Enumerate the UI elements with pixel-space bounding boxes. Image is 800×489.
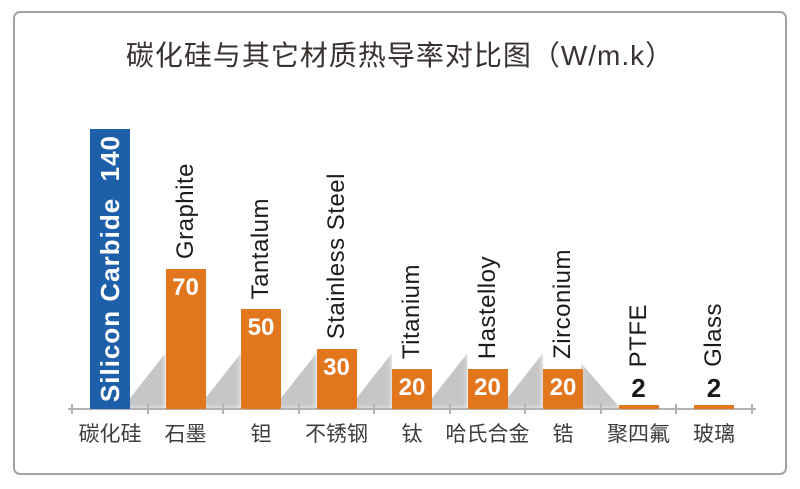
x-axis-label: 碳化硅 <box>78 423 142 446</box>
x-axis-label: 锆 <box>552 423 574 446</box>
bar-label-en: Hastelloy <box>473 255 501 359</box>
chart-title: 碳化硅与其它材质热导率对比图（W/m.k） <box>125 40 675 71</box>
bar-label-en: Titanium <box>398 263 425 359</box>
bar-value: 2 <box>631 373 646 403</box>
bar-stainless-steel <box>316 349 357 409</box>
axis-tick <box>297 404 300 414</box>
bar-value: 70 <box>172 274 199 301</box>
bar-label-en: Graphite <box>171 162 199 259</box>
bar-value: 2 <box>706 373 722 403</box>
axis-tick <box>448 404 451 414</box>
axis-tick <box>71 404 74 414</box>
bar-silicon-carbide: Silicon Carbide 140 <box>90 129 130 409</box>
x-axis-label: 哈氏合金 <box>445 423 530 446</box>
bar-graphite <box>165 269 206 409</box>
bar-label-en: Stainless Steel <box>322 172 350 339</box>
x-axis-line <box>68 408 756 410</box>
bar-inner-label: Silicon Carbide 140 <box>95 135 125 403</box>
bar-value: 50 <box>247 314 275 341</box>
bar-value: 30 <box>323 354 350 381</box>
axis-tick <box>373 404 376 414</box>
bar-value: 20 <box>474 374 501 401</box>
bar-label-en: PTFE <box>624 303 652 367</box>
bar-tantalum <box>241 309 281 409</box>
bar-label-en: Zirconium <box>549 249 576 359</box>
bar-value: 20 <box>549 374 577 401</box>
axis-tick <box>675 404 678 414</box>
x-axis-label: 玻璃 <box>693 423 735 446</box>
bar-label-en: Tantalum <box>247 197 274 299</box>
axis-tick <box>750 404 753 414</box>
bar-titanium <box>392 369 432 409</box>
x-axis-label: 石墨 <box>164 423 207 446</box>
x-axis-label: 钛 <box>401 423 423 446</box>
axis-tick <box>222 404 225 414</box>
bar-hastelloy <box>467 369 508 409</box>
bar-glass <box>694 405 734 409</box>
axis-tick <box>146 404 149 414</box>
axis-tick <box>524 404 527 414</box>
bar-value: 20 <box>398 374 426 401</box>
x-axis-label: 钽 <box>250 423 272 446</box>
bar-label-en: Glass <box>700 303 727 367</box>
x-axis-label: 不锈钢 <box>305 423 368 446</box>
axis-tick <box>599 404 602 414</box>
x-axis-label: 聚四氟 <box>607 423 670 446</box>
bar-zirconium <box>543 369 583 409</box>
bar-ptfe <box>618 405 659 409</box>
